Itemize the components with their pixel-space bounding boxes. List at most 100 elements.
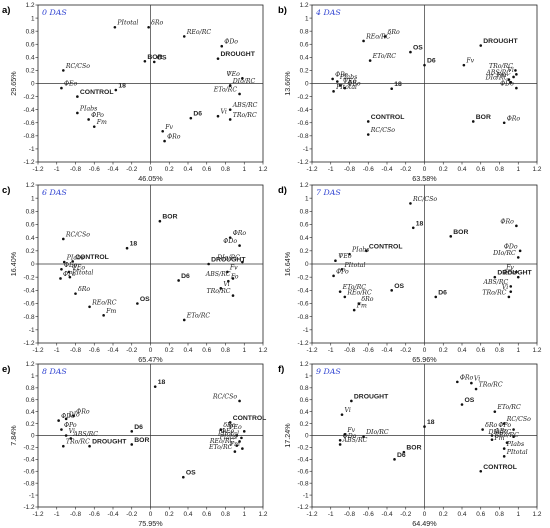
x-tick-label: -0.2 [126,166,137,173]
point-label: Fv [505,264,514,271]
data-point [238,92,241,96]
point-label: ΨEo [226,71,240,78]
data-point [338,84,342,87]
point-label: Vi [69,428,75,435]
data-point [235,444,239,447]
data-point [456,380,459,384]
point-label: δRo [151,20,163,27]
point-label: CONTROL [369,243,403,250]
point-label: DIo/RC [365,429,389,436]
x-tick-label: -0.2 [126,511,137,518]
point-label: 18 [130,241,138,248]
data-point [340,413,344,416]
point-label: ΦRo [167,134,181,141]
point-label: ΦEo [502,270,516,277]
point-label: BOR [453,229,468,236]
point-label: PIabs [79,105,97,112]
point-label: Fo [230,274,239,281]
point-label: 18 [158,379,166,386]
x-tick-label: 0.4 [184,166,193,173]
data-point [74,292,77,295]
panel-title: 8 DAS [42,367,67,376]
y-tick-label: -0.4 [297,288,308,295]
x-tick-label: -0.4 [381,166,392,173]
y-tick-label: -1.2 [23,159,34,166]
data-point [509,290,513,293]
data-point [227,279,230,283]
data-point [362,435,365,438]
data-point [365,249,368,253]
point-label: CONTROL [371,114,405,121]
point-label: Fm [493,435,504,442]
x-tick-label: -0.6 [89,511,100,518]
point-label: DROUGHT [483,38,518,45]
x-tick-label: -0.8 [344,166,355,173]
y-tick-label: 0.8 [300,385,309,392]
y-tick-label: -0.4 [297,107,308,114]
data-point [189,116,193,120]
data-point [515,224,518,228]
point-label: PIabs [506,441,524,448]
x-tick-label: -1.2 [32,166,43,173]
point-label: ETo/RC [496,404,521,411]
data-point [502,422,506,425]
y-tick-label: 0.2 [300,421,309,428]
y-tick-label: 0.2 [26,68,35,75]
data-point [505,441,509,444]
data-point [449,235,453,238]
y-tick-label: 0.6 [300,41,309,48]
data-point [507,78,511,81]
x-tick-label: 0.4 [184,511,193,518]
y-tick-label: -1.2 [297,504,308,511]
point-label: CONTROL [483,464,517,471]
y-tick-label: -1.2 [297,340,308,347]
panel-4: -1.2 -1 -0.8 -0.6 -0.4 -0.2 0 0.2 0.4 0.6 0.8 1 1.2 -… [278,182,542,364]
point-label: 18 [118,83,126,90]
y-tick-label: 0.2 [26,248,35,255]
point-label: REo/RC [186,29,212,36]
panel-letter: b) [278,5,287,16]
point-label: Fm [356,303,367,310]
data-point [240,436,243,440]
point-label: REo/RC [91,299,117,306]
data-point [502,447,506,450]
point-label: D6 [193,111,202,118]
point-label: PItotal [116,20,138,27]
point-label: ΦDo [504,243,518,250]
x-tick-label: -0.2 [400,347,411,354]
data-point [228,118,232,121]
point-label: DROUGHT [211,257,246,264]
data-point [462,63,466,67]
data-point [366,133,370,136]
x-tick-label: 0.4 [458,166,467,173]
point-label: Vi [345,407,351,414]
y-tick-label: -0.8 [23,314,34,321]
point-label: ABS/RC [232,102,258,109]
x-tick-label: 0.6 [476,511,485,518]
y-tick-label: 1.2 [300,361,309,368]
point-label: ΦRo [460,374,474,381]
data-point [423,63,426,67]
y-tick-label: 1 [305,195,309,202]
y-tick-label: 1.2 [300,182,309,189]
data-point [423,425,426,428]
data-point [228,236,232,239]
point-label: 18 [394,81,402,88]
data-point [64,417,68,421]
data-point [411,226,415,230]
data-point [336,80,339,83]
x-tick-label: 0.8 [495,511,504,518]
point-label: DIo/RC [492,250,516,257]
point-label: PItotal [506,449,528,456]
data-point [216,114,220,118]
data-point [514,69,517,72]
x-tick-label: 0.4 [184,347,193,354]
data-point [490,434,494,437]
data-point [69,437,73,440]
point-label: ABS/RC [483,279,509,286]
data-point [518,249,522,253]
point-label: BOR [147,54,162,61]
data-point [368,59,372,62]
point-label: ΦDo [500,81,514,88]
